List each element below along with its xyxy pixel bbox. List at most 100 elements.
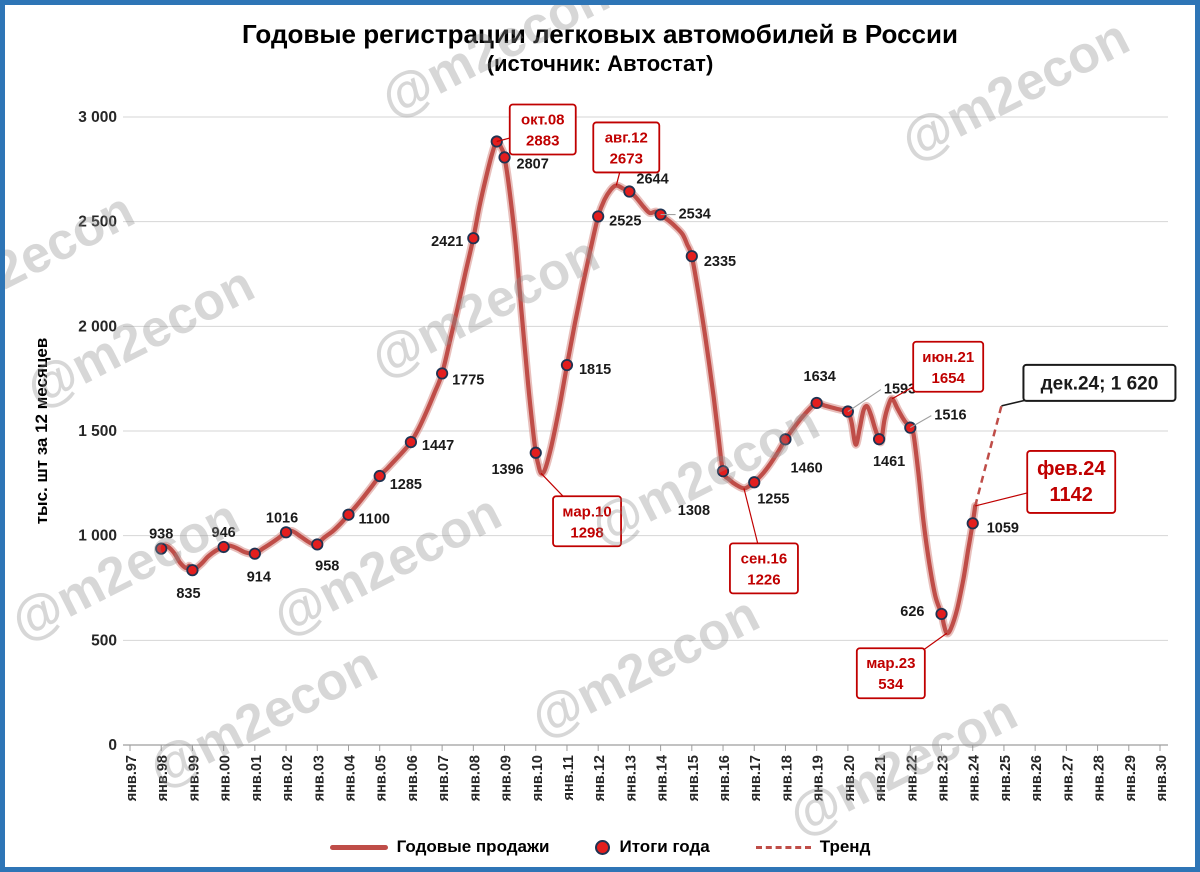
data-point-label: 946 xyxy=(212,525,236,541)
data-labels: 938 835 946 914 1016 958 1100 1285 1447 1775 2421 2… xyxy=(149,156,1019,620)
chart-legend: Годовые продажи Итоги года Тренд xyxy=(5,837,1195,857)
data-point xyxy=(748,476,761,489)
data-point-label: 1255 xyxy=(757,491,789,507)
data-point xyxy=(248,547,261,560)
data-point-label: 958 xyxy=(315,558,339,574)
data-point-label: 1100 xyxy=(358,512,389,528)
svg-text:авг.12: авг.12 xyxy=(605,129,648,146)
svg-text:1226: 1226 xyxy=(747,571,780,588)
y-axis-title: тыс. шт за 12 месяцев xyxy=(32,338,51,525)
data-point xyxy=(529,446,542,459)
data-point-label: 1516 xyxy=(934,408,966,424)
svg-text:янв.04: янв.04 xyxy=(342,755,358,801)
data-point xyxy=(685,250,698,263)
svg-text:дек.24; 1 620: дек.24; 1 620 xyxy=(1041,374,1159,395)
svg-text:534: 534 xyxy=(878,676,904,693)
svg-text:янв.97: янв.97 xyxy=(124,755,140,801)
svg-text:янв.15: янв.15 xyxy=(686,755,702,801)
svg-text:3 000: 3 000 xyxy=(78,109,117,126)
data-point-label: 1016 xyxy=(266,510,298,526)
svg-text:янв.11: янв.11 xyxy=(561,755,577,801)
legend-label: Итоги года xyxy=(619,837,710,856)
svg-text:2 000: 2 000 xyxy=(78,318,117,335)
svg-text:июн.21: июн.21 xyxy=(922,349,974,366)
svg-text:1654: 1654 xyxy=(932,370,966,387)
svg-text:янв.24: янв.24 xyxy=(967,755,983,801)
data-point-label: 1460 xyxy=(790,460,822,476)
svg-text:янв.30: янв.30 xyxy=(1154,755,1170,801)
svg-text:янв.26: янв.26 xyxy=(1029,755,1045,801)
svg-text:1298: 1298 xyxy=(570,524,603,541)
data-point-label: 1285 xyxy=(390,477,422,493)
data-point-label: 1308 xyxy=(678,503,710,519)
svg-text:янв.22: янв.22 xyxy=(904,755,920,801)
data-point-label: 1775 xyxy=(452,372,484,388)
svg-text:янв.25: янв.25 xyxy=(998,755,1014,801)
callout-box xyxy=(729,542,799,595)
svg-text:окт.08: окт.08 xyxy=(521,111,565,128)
data-point xyxy=(342,508,355,521)
data-point-label: 2807 xyxy=(517,156,549,172)
data-point-label: 914 xyxy=(247,570,271,586)
sales-line xyxy=(157,137,980,638)
legend-label: Тренд xyxy=(819,837,871,856)
svg-text:янв.13: янв.13 xyxy=(623,755,639,801)
svg-text:янв.06: янв.06 xyxy=(405,755,421,801)
svg-text:янв.02: янв.02 xyxy=(280,755,296,801)
data-point-label: 1634 xyxy=(804,369,836,385)
data-point xyxy=(810,396,823,410)
data-point-label: 938 xyxy=(149,527,173,543)
legend-label: Годовые продажи xyxy=(396,837,550,856)
data-point xyxy=(404,435,418,449)
svg-text:янв.27: янв.27 xyxy=(1060,755,1076,801)
chart-title: Годовые регистрации легковых автомобилей… xyxy=(241,19,958,49)
data-point xyxy=(436,367,449,380)
gridlines xyxy=(123,116,1168,641)
data-point xyxy=(279,526,293,539)
svg-text:янв.08: янв.08 xyxy=(467,755,483,801)
legend-item-trend: Тренд xyxy=(755,837,871,857)
callout-box xyxy=(1026,450,1117,514)
svg-text:янв.20: янв.20 xyxy=(842,755,858,801)
svg-text:2883: 2883 xyxy=(526,132,559,149)
callout-box xyxy=(508,103,577,156)
data-point-label: 1447 xyxy=(422,438,454,454)
svg-text:500: 500 xyxy=(91,632,117,649)
data-point xyxy=(155,542,168,555)
svg-text:янв.98: янв.98 xyxy=(155,755,171,801)
data-point-label: 2335 xyxy=(704,254,736,270)
svg-text:янв.12: янв.12 xyxy=(592,755,608,801)
legend-line-swatch-icon xyxy=(329,844,388,850)
data-point-label: 2421 xyxy=(431,234,463,250)
svg-text:мар.10: мар.10 xyxy=(562,503,611,520)
year-dots xyxy=(155,135,979,621)
svg-text:фев.24: фев.24 xyxy=(1037,458,1106,480)
callout-box xyxy=(592,121,661,174)
svg-text:2 500: 2 500 xyxy=(78,214,117,231)
data-point xyxy=(373,469,386,483)
legend-dash-swatch-icon xyxy=(755,845,811,849)
data-point xyxy=(716,465,730,478)
svg-text:1142: 1142 xyxy=(1050,484,1093,506)
svg-text:янв.10: янв.10 xyxy=(530,755,546,801)
legend-item-yearend: Итоги года xyxy=(595,837,710,857)
legend-item-sales: Годовые продажи xyxy=(329,837,550,857)
svg-text:янв.14: янв.14 xyxy=(655,755,671,801)
callout-box xyxy=(1022,363,1177,402)
svg-text:мар.23: мар.23 xyxy=(866,655,915,672)
svg-text:янв.99: янв.99 xyxy=(186,755,202,801)
svg-text:сен.16: сен.16 xyxy=(741,550,788,567)
svg-text:янв.05: янв.05 xyxy=(374,755,390,801)
svg-text:янв.03: янв.03 xyxy=(311,755,327,801)
data-point xyxy=(467,232,480,245)
data-point-label: 2525 xyxy=(609,213,641,229)
data-point-label: 626 xyxy=(900,604,924,620)
data-point xyxy=(311,538,324,551)
data-point xyxy=(872,433,886,446)
data-point xyxy=(592,210,605,223)
data-point xyxy=(779,433,792,446)
svg-text:янв.28: янв.28 xyxy=(1092,755,1108,801)
data-point-label: 1059 xyxy=(987,520,1019,536)
